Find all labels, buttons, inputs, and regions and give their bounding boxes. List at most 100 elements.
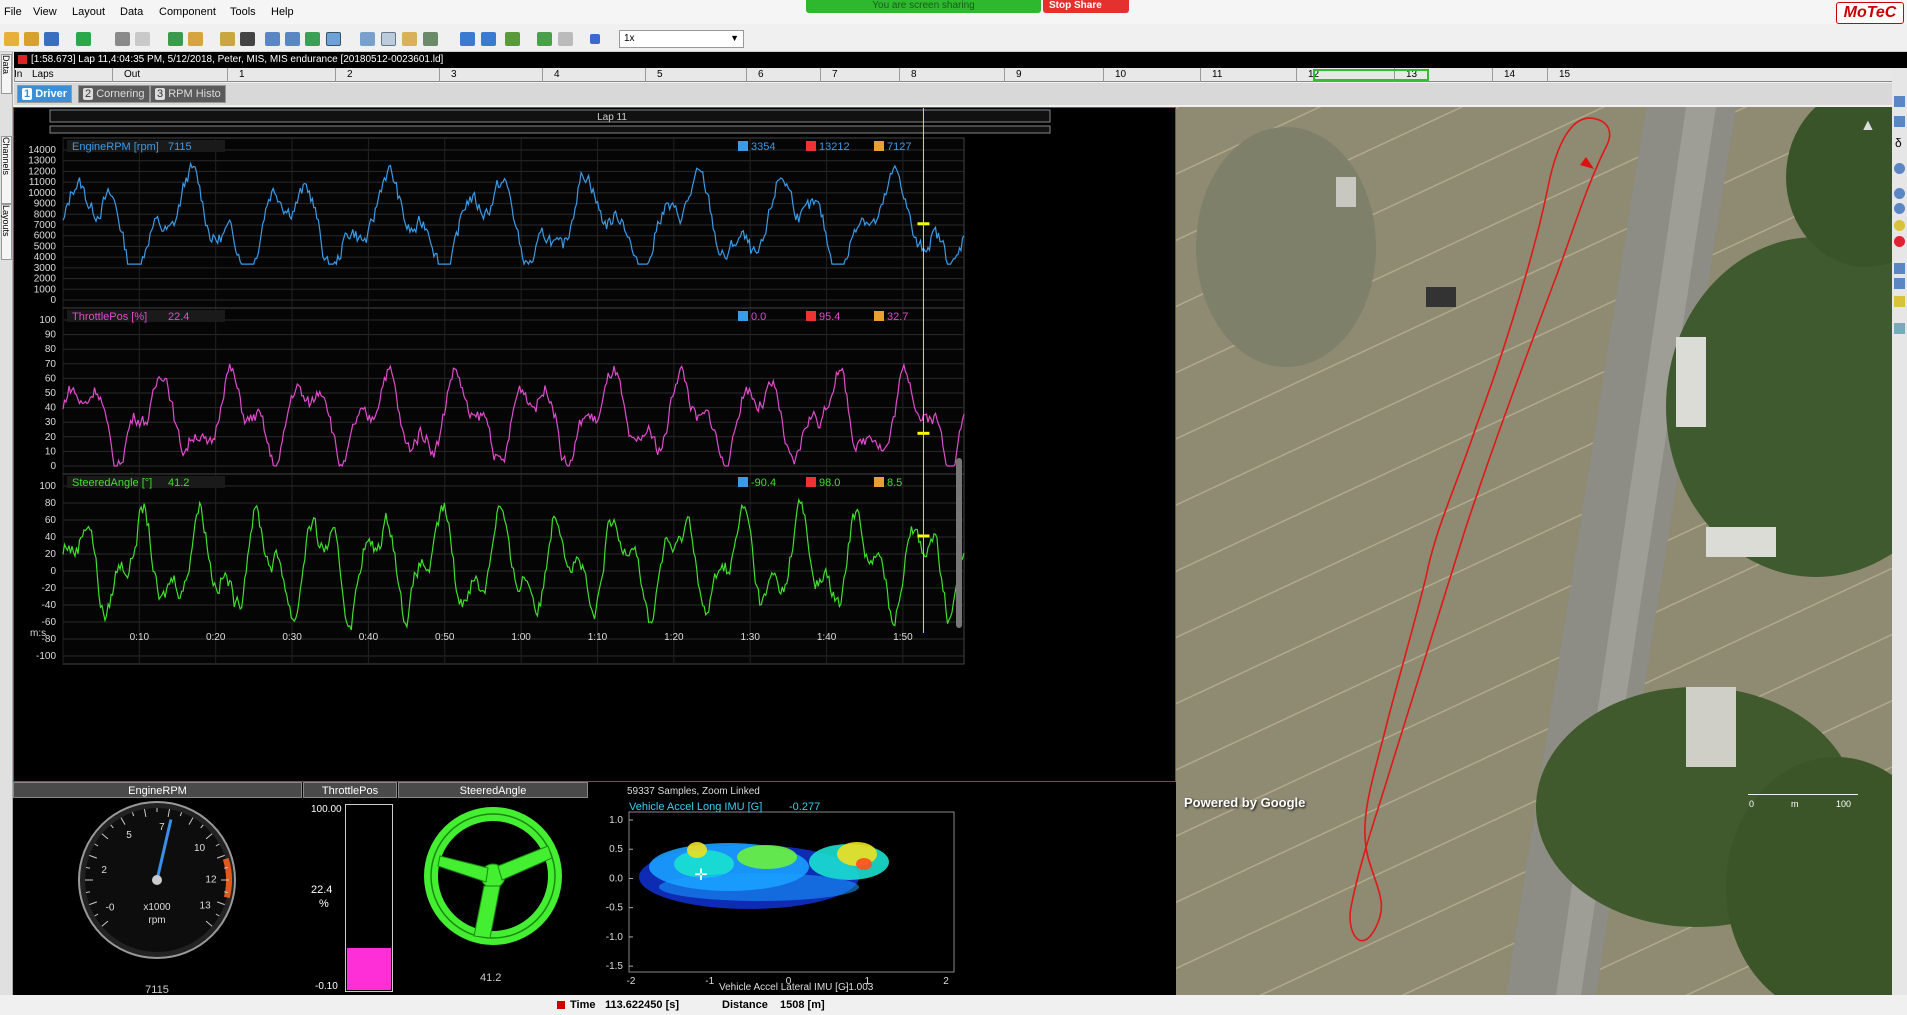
- zoom-out-icon[interactable]: [558, 32, 573, 46]
- throttle-value: 22.4: [311, 884, 333, 896]
- lap-7[interactable]: 7: [832, 69, 838, 80]
- menu-help[interactable]: Help: [271, 6, 294, 18]
- lap-2[interactable]: 2: [347, 69, 353, 80]
- menu-data[interactable]: Data: [120, 6, 144, 18]
- zoom-in-map-icon[interactable]: [1894, 188, 1905, 199]
- zoom-range-bar[interactable]: [49, 125, 1051, 134]
- stat-avg-icon: [874, 311, 884, 321]
- cursor-icon[interactable]: [381, 32, 396, 46]
- zoom-in-icon[interactable]: [537, 32, 552, 46]
- print-preview-icon[interactable]: [135, 32, 150, 46]
- disk-icon[interactable]: [240, 32, 255, 46]
- menu-view[interactable]: View: [33, 6, 57, 18]
- lap-out[interactable]: Out: [124, 69, 141, 80]
- track-map[interactable]: Powered by Google 0 m 100 ▲: [1176, 107, 1892, 995]
- tab-rpm-histo[interactable]: 3 RPM Histo: [150, 85, 226, 103]
- workspace-icon[interactable]: [168, 32, 183, 46]
- menu-file[interactable]: File: [4, 6, 22, 18]
- marker-yellow-icon[interactable]: [1894, 220, 1905, 231]
- lap-range-bar[interactable]: [49, 109, 1051, 123]
- overlay-icon[interactable]: [402, 32, 417, 46]
- lap-8[interactable]: 8: [911, 69, 917, 80]
- marker-red-icon[interactable]: [1894, 236, 1905, 247]
- histogram-plot[interactable]: 1.0 0.5 0.0 -0.5 -1.0 -1.5-2 -1 0 1 2 ✛: [589, 782, 1176, 995]
- menu-tools[interactable]: Tools: [230, 6, 256, 18]
- delta-icon[interactable]: δ: [1895, 136, 1902, 150]
- sidebar-tab-data[interactable]: Data: [1, 54, 12, 94]
- lap-in[interactable]: In: [14, 69, 23, 80]
- rpm-tick-label: -0: [106, 903, 115, 914]
- forward-icon[interactable]: [481, 32, 496, 46]
- lap-13[interactable]: 13: [1406, 69, 1418, 80]
- save-icon[interactable]: [44, 32, 59, 46]
- lap-10[interactable]: 10: [1115, 69, 1127, 80]
- steering-value: 41.2: [480, 972, 502, 984]
- lap-6[interactable]: 6: [758, 69, 764, 80]
- blue-square-icon[interactable]: [590, 34, 600, 44]
- y-tick-label: 11000: [29, 177, 57, 188]
- lap-1[interactable]: 1: [239, 69, 245, 80]
- grid2-icon[interactable]: [360, 32, 375, 46]
- filter-icon[interactable]: [505, 32, 520, 46]
- vertical-scrollbar[interactable]: [956, 458, 962, 628]
- channel-panel-2[interactable]: 100 80 60 40 20 0 -20 -40 -60 -80 -100 SteeredAngle…: [36, 473, 965, 665]
- sidebar-tab-channels[interactable]: Channels: [1, 136, 12, 204]
- lap-3[interactable]: 3: [451, 69, 457, 80]
- channel-name[interactable]: ThrottlePos [%]: [72, 311, 147, 323]
- map-tool-icon[interactable]: [1894, 96, 1905, 107]
- back-icon[interactable]: [460, 32, 475, 46]
- channel-name[interactable]: SteeredAngle [°]: [72, 477, 152, 489]
- rpm-gauge-title: EngineRPM: [13, 782, 302, 798]
- stat-max-icon: [806, 141, 816, 151]
- rpm-tick-label: 12: [205, 874, 217, 885]
- stat-avg: 32.7: [887, 311, 908, 323]
- folder-icon[interactable]: [24, 32, 39, 46]
- properties-icon[interactable]: [220, 32, 235, 46]
- highlight-icon[interactable]: [1894, 296, 1905, 307]
- lap-5[interactable]: 5: [657, 69, 663, 80]
- table-icon[interactable]: [265, 32, 280, 46]
- menu-layout[interactable]: Layout: [72, 6, 106, 18]
- channel-panel-0[interactable]: 1400013000120001100010000900080007000600…: [28, 137, 965, 309]
- filmstrip-icon[interactable]: [423, 32, 438, 46]
- layers-icon[interactable]: [1894, 116, 1905, 127]
- lap-4[interactable]: 4: [554, 69, 560, 80]
- lap-15[interactable]: 15: [1559, 69, 1571, 80]
- edit-icon[interactable]: [188, 32, 203, 46]
- tab-driver[interactable]: 1 Driver: [17, 85, 72, 103]
- time-tick-label: 1:00: [511, 632, 531, 643]
- worksheet-tabs: 1 Driver 2 Cornering 3 RPM Histo: [14, 83, 1907, 105]
- download-icon[interactable]: [76, 32, 91, 46]
- stop-share-button[interactable]: Stop Share: [1043, 0, 1129, 13]
- zoom-select[interactable]: 1x ▼: [619, 30, 744, 48]
- lap-9[interactable]: 9: [1016, 69, 1022, 80]
- stat-avg-icon: [874, 477, 884, 487]
- pan-icon[interactable]: [1894, 263, 1905, 274]
- zoom-out-map-icon[interactable]: [1894, 203, 1905, 214]
- channel-name[interactable]: EngineRPM [rpm]: [72, 141, 159, 153]
- laps-bar[interactable]: Laps Out 1 2 3 4 5 6 7 8 9 10 11 12 13 14 15 In: [14, 68, 1907, 82]
- grid-icon[interactable]: [285, 32, 300, 46]
- lap-11[interactable]: 11: [1212, 69, 1223, 80]
- tab-label: Driver: [35, 88, 67, 100]
- tab-cornering[interactable]: 2 Cornering: [78, 85, 150, 103]
- menu-component[interactable]: Component: [159, 6, 216, 18]
- lap-14[interactable]: 14: [1504, 69, 1516, 80]
- graph-canvas[interactable]: Lap 111400013000120001100010000900080007…: [14, 108, 1177, 783]
- stat-min: 0.0: [751, 311, 766, 323]
- open-icon[interactable]: [4, 32, 19, 46]
- print-icon[interactable]: [115, 32, 130, 46]
- link-icon[interactable]: [326, 32, 341, 46]
- scatter-histogram[interactable]: 59337 Samples, Zoom Linked Vehicle Accel…: [589, 782, 1176, 995]
- scale-start: 0: [1749, 799, 1755, 809]
- histogram-y-tick: -1.5: [606, 961, 624, 972]
- histogram-x-tick: 0: [786, 976, 792, 987]
- fit-icon[interactable]: [1894, 278, 1905, 289]
- chart-icon[interactable]: [305, 32, 320, 46]
- zoom-icon[interactable]: [1894, 163, 1905, 174]
- selected-lap-marker[interactable]: [1313, 69, 1429, 81]
- sidebar-tab-layouts[interactable]: Layouts: [1, 204, 12, 260]
- settings-icon[interactable]: [1894, 323, 1905, 334]
- time-distance-graph[interactable]: Lap 11 14000 13000 12000 11000 10000 9000 8000 7…: [13, 107, 1176, 782]
